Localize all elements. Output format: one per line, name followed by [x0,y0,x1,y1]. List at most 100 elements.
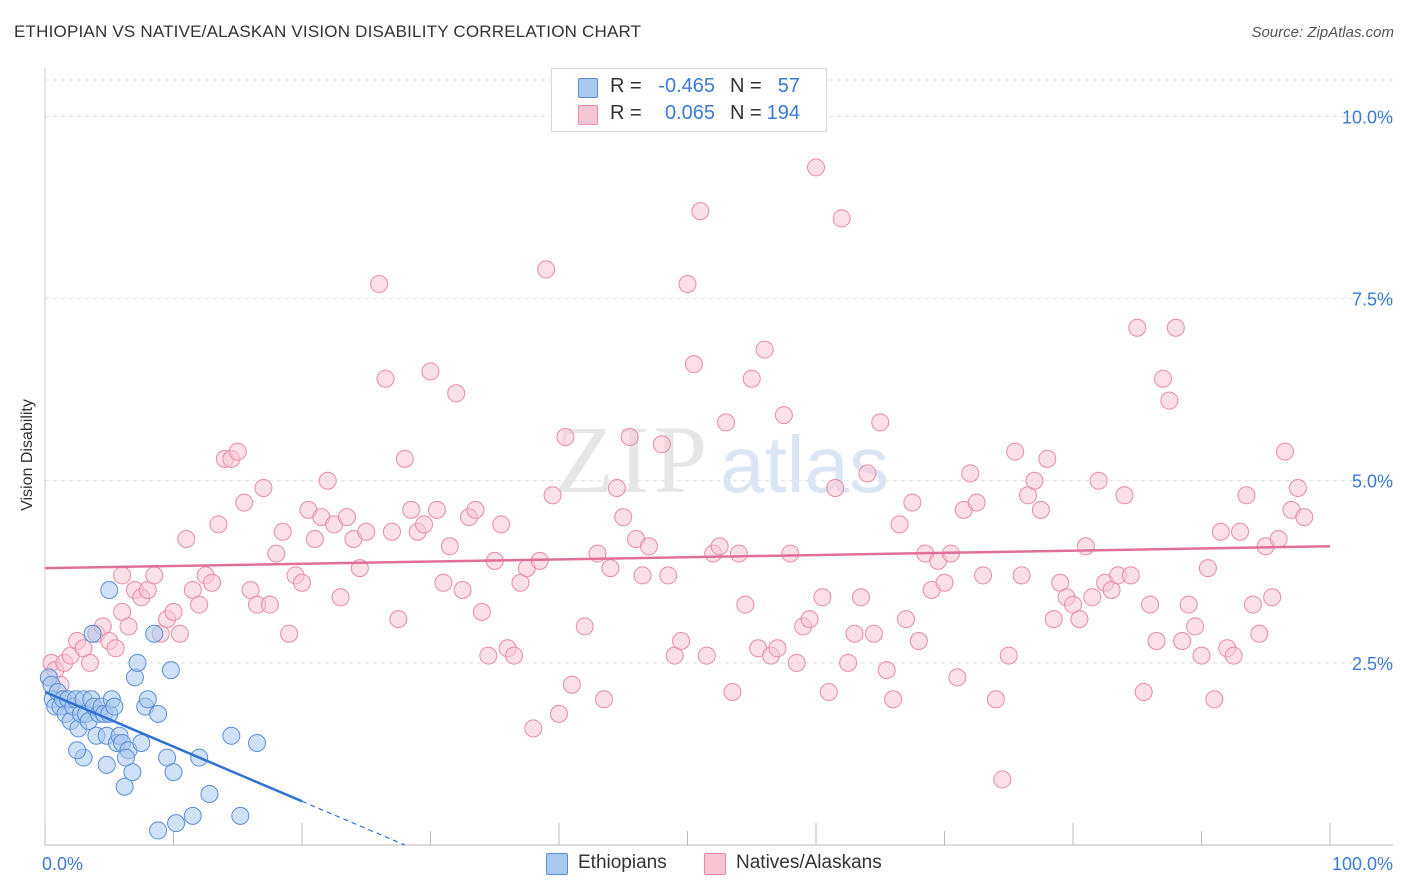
natives-point [1205,690,1224,709]
ethiopians-point [115,777,134,796]
natives-point [909,632,928,650]
ethiopians-point [116,748,135,767]
natives-point [1192,646,1211,665]
natives-point [845,624,864,643]
ethiopians-point [231,806,250,825]
natives-point [453,581,472,599]
watermark: ZIP atlas [555,406,889,513]
natives-point [1147,632,1166,650]
natives-point [395,449,414,468]
natives-point [864,624,883,643]
watermark-atlas: atlas [720,420,889,509]
natives-point [787,653,806,672]
natives-point [1006,442,1025,461]
natives-point [807,158,825,177]
ethiopians-point [100,581,119,599]
natives-point [1276,442,1295,461]
natives-point [164,602,183,621]
natives-point [851,588,870,607]
natives-point [993,770,1012,789]
y-tick-label: 2.5% [1352,654,1393,674]
natives-trend-line [44,545,1331,570]
ethiopians-point [68,741,87,760]
ethiopians-point [145,624,164,643]
natives-point [858,464,877,483]
natives-point [318,471,337,490]
legend-n-label: N = [730,75,762,97]
natives-point [659,566,678,585]
ethiopians-points [39,581,267,840]
legend-swatch-natives [704,853,726,875]
y-tick-label: 5.0% [1352,472,1393,492]
ethiopians-point [138,690,157,709]
natives-point [1153,369,1172,388]
natives-point [903,493,922,512]
natives-point [1250,624,1269,643]
natives-point [1038,449,1057,468]
natives-point [267,544,286,563]
legend-swatch-ethiopians [546,853,568,875]
natives-point [1012,566,1031,585]
legend-row-ethiopians: R = -0.465 N = 57 [552,75,826,101]
natives-point [1173,632,1192,650]
ethiopians-point [167,814,186,833]
natives-point [305,530,324,548]
natives-point [145,566,164,585]
natives-point [896,610,915,629]
legend-r-label: R = [610,102,642,124]
correlation-legend: R = -0.465 N = 57 R = 0.065 N = 194 [551,68,827,132]
natives-point [691,202,710,221]
ethiopians-trend-line [44,690,303,803]
natives-point [492,515,511,534]
natives-point [986,690,1005,709]
tick-labels: 2.5% 5.0% 7.5% 10.0% 0.0% 100.0% [42,107,1393,874]
natives-point [190,595,209,614]
natives-point [543,486,562,505]
chart-title: ETHIOPIAN VS NATIVE/ALASKAN VISION DISAB… [14,22,642,41]
natives-point [505,646,524,665]
legend-r-value-ethiopians: -0.465 [658,75,715,97]
natives-point [736,595,755,614]
ethiopians-point [222,726,241,745]
natives-point [331,588,350,607]
natives-point [254,479,273,497]
natives-point [633,566,652,585]
natives-point [524,719,543,738]
natives-point [890,515,909,534]
natives-point [1243,595,1262,614]
natives-point [293,573,311,592]
natives-point [421,362,440,381]
natives-point [935,573,954,592]
natives-point [80,653,99,672]
natives-point [594,690,613,709]
natives-point [235,493,254,512]
ethiopians-point [83,624,102,643]
natives-point [813,588,832,607]
natives-point [684,355,703,374]
natives-point [562,675,581,694]
natives-point [203,573,222,592]
y-tick-label: 7.5% [1352,290,1393,310]
natives-point [119,617,138,636]
source-label: Source: ZipAtlas.com [1251,24,1394,41]
natives-point [839,653,858,672]
x-tick-label-min: 0.0% [42,854,83,874]
natives-point [1121,566,1140,585]
natives-point [389,610,408,629]
natives-point [800,610,819,629]
natives-point [1237,486,1256,505]
natives-point [1128,318,1147,337]
natives-point [652,435,671,454]
natives-point [170,624,189,643]
natives-point [1089,471,1108,490]
natives-point [1044,610,1063,629]
natives-point [1186,617,1205,636]
natives-point [1031,500,1050,519]
natives-point [697,646,716,665]
natives-point [1231,522,1250,541]
natives-point [209,515,228,534]
natives-point [1083,588,1102,607]
natives-point [1211,522,1230,541]
natives-point [434,573,453,592]
